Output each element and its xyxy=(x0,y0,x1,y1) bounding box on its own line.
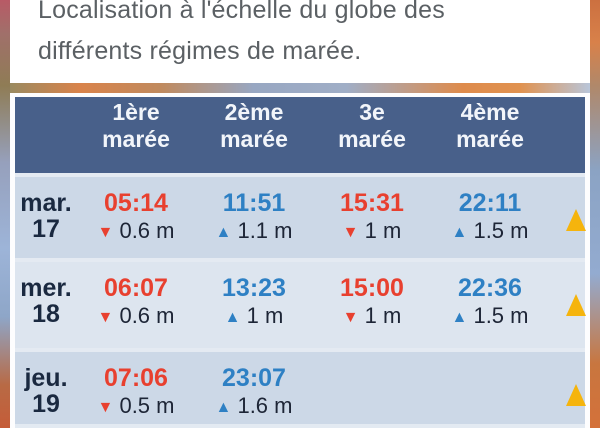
column-header-2: 2ème marée xyxy=(220,99,288,152)
tide-time: 23:07 xyxy=(222,364,286,392)
marker-cell xyxy=(549,177,586,258)
up-arrow-icon: ▲ xyxy=(215,399,232,416)
tide-time: 07:06 xyxy=(104,364,168,392)
day-number: 17 xyxy=(32,215,60,243)
day-number: 19 xyxy=(32,390,60,418)
day-name: mar. xyxy=(20,189,72,217)
day-number: 18 xyxy=(32,300,60,328)
tide-cell: 15:00 ▼ 1 m xyxy=(313,262,431,348)
background-photo-gap xyxy=(10,83,590,93)
tide-height: ▲ 1 m xyxy=(224,303,284,328)
tide-row-jeu-19[interactable]: jeu. 19 07:06 ▼ 0.5 m 23:07 ▲ 1.6 m xyxy=(15,348,586,424)
tide-time: 15:31 xyxy=(340,189,404,217)
tide-cell: 13:23 ▲ 1 m xyxy=(195,262,313,348)
tide-height: ▲ 1.5 m xyxy=(451,218,529,243)
tide-time: 05:14 xyxy=(104,189,168,217)
day-cell: jeu. 19 xyxy=(15,352,77,424)
tide-cell xyxy=(313,352,431,424)
tide-height: ▼ 0.6 m xyxy=(97,218,175,243)
warning-triangle-icon xyxy=(566,209,586,231)
tide-cell: 15:31 ▼ 1 m xyxy=(313,177,431,258)
down-arrow-icon: ▼ xyxy=(97,224,114,241)
tide-row-mer-18[interactable]: mer. 18 06:07 ▼ 0.6 m 13:23 ▲ 1 m 15:00 ▼ 1 m 22… xyxy=(15,258,586,348)
day-name: mer. xyxy=(20,274,72,302)
column-header-1: 1ère marée xyxy=(102,99,170,152)
caption-line-2: différents régimes de marée. xyxy=(38,37,362,65)
tide-cell: 22:11 ▲ 1.5 m xyxy=(431,177,549,258)
day-cell: mar. 17 xyxy=(15,177,77,258)
tide-cell: 05:14 ▼ 0.6 m xyxy=(77,177,195,258)
caption-text: Localisation à l'échelle du globe des di… xyxy=(10,0,590,72)
down-arrow-icon: ▼ xyxy=(97,399,114,416)
tide-time: 15:00 xyxy=(340,274,404,302)
column-header-4: 4ème marée xyxy=(456,99,524,152)
marker-column-header xyxy=(549,99,585,173)
tide-cell: 23:07 ▲ 1.6 m xyxy=(195,352,313,424)
caption-card: Localisation à l'échelle du globe des di… xyxy=(10,0,590,83)
marker-cell xyxy=(549,262,586,348)
tide-cell: 11:51 ▲ 1.1 m xyxy=(195,177,313,258)
tide-height: ▼ 0.6 m xyxy=(97,303,175,328)
tide-table-header: 1ère marée 2ème marée 3e marée 4ème maré… xyxy=(15,97,585,173)
tide-cell: 07:06 ▼ 0.5 m xyxy=(77,352,195,424)
row-separator xyxy=(15,424,585,428)
tide-row-mar-17[interactable]: mar. 17 05:14 ▼ 0.6 m 11:51 ▲ 1.1 m 15:31 ▼ 1 m… xyxy=(15,173,586,258)
tide-rows: mar. 17 05:14 ▼ 0.6 m 11:51 ▲ 1.1 m 15:31 ▼ 1 m… xyxy=(15,173,586,424)
marker-cell xyxy=(549,352,586,424)
tide-table: 1ère marée 2ème marée 3e marée 4ème maré… xyxy=(10,93,590,428)
tide-time: 11:51 xyxy=(222,189,286,217)
day-column-header xyxy=(15,99,77,173)
tide-time: 22:11 xyxy=(458,189,522,217)
down-arrow-icon: ▼ xyxy=(342,224,359,241)
tide-height: ▲ 1.5 m xyxy=(451,303,529,328)
down-arrow-icon: ▼ xyxy=(97,309,114,326)
tide-cell: 22:36 ▲ 1.5 m xyxy=(431,262,549,348)
tide-time: 13:23 xyxy=(222,274,286,302)
column-header-3: 3e marée xyxy=(338,99,406,152)
day-cell: mer. 18 xyxy=(15,262,77,348)
warning-triangle-icon xyxy=(566,294,586,316)
tide-cell xyxy=(431,352,549,424)
up-arrow-icon: ▲ xyxy=(224,309,241,326)
up-arrow-icon: ▲ xyxy=(451,224,468,241)
tide-time: 22:36 xyxy=(458,274,522,302)
tide-time: 06:07 xyxy=(104,274,168,302)
tide-height: ▼ 1 m xyxy=(342,303,402,328)
caption-line-1: Localisation à l'échelle du globe des xyxy=(38,0,445,24)
background-photo-right-edge xyxy=(590,0,600,428)
tide-cell: 06:07 ▼ 0.6 m xyxy=(77,262,195,348)
up-arrow-icon: ▲ xyxy=(215,224,232,241)
tide-height: ▲ 1.1 m xyxy=(215,218,293,243)
background-photo-left-edge xyxy=(0,0,10,428)
up-arrow-icon: ▲ xyxy=(451,309,468,326)
warning-triangle-icon xyxy=(566,384,586,406)
down-arrow-icon: ▼ xyxy=(342,309,359,326)
tide-height: ▼ 0.5 m xyxy=(97,393,175,418)
tide-height: ▼ 1 m xyxy=(342,218,402,243)
tide-height: ▲ 1.6 m xyxy=(215,393,293,418)
day-name: jeu. xyxy=(24,364,68,392)
